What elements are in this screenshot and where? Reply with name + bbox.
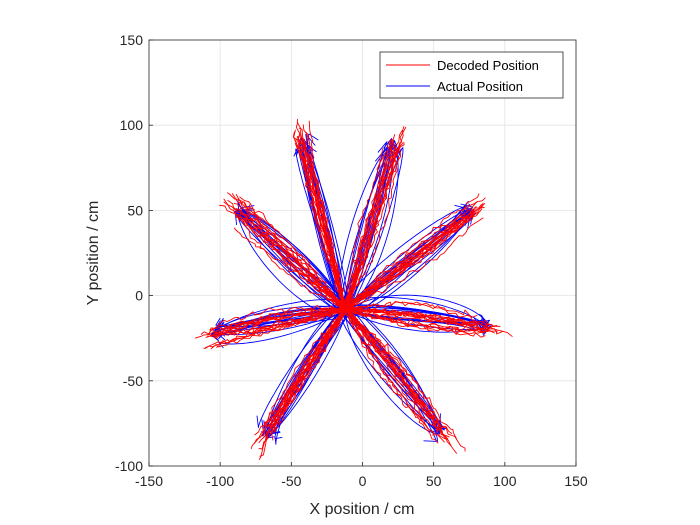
decoded-trace-0-13 — [304, 152, 348, 311]
decoded-trace-6-9 — [216, 304, 346, 328]
legend: Decoded Position Actual Position — [379, 51, 564, 99]
y-tick-label-1: -50 — [123, 373, 143, 389]
y-tick-label-0: -100 — [115, 458, 143, 474]
decoded-trace-0-10 — [293, 129, 346, 311]
decoded-trace-1-9 — [345, 126, 407, 312]
x-tick-label-0: -150 — [135, 473, 163, 489]
decoded-trace-5-14 — [262, 310, 347, 437]
decoded-trace-1-11 — [344, 151, 399, 310]
decoded-trace-7-14 — [233, 227, 346, 312]
decoded-trace-7-15 — [233, 202, 347, 310]
decoded-trace-5-1 — [274, 308, 345, 420]
decoded-position-series — [194, 118, 513, 461]
decoded-trace-5-7 — [258, 309, 346, 450]
decoded-trace-2-15 — [344, 202, 486, 312]
decoded-trace-1-15 — [344, 150, 398, 312]
decoded-trace-2-11 — [344, 197, 486, 311]
decoded-trace-1-14 — [344, 148, 383, 309]
decoded-trace-3-15 — [347, 305, 493, 326]
decoded-trace-6-15 — [203, 308, 346, 349]
decoded-trace-6-7 — [212, 309, 346, 335]
decoded-trace-3-9 — [343, 308, 498, 333]
decoded-trace-6-13 — [210, 307, 346, 337]
actual-trace-1-0 — [341, 141, 388, 310]
decoded-trace-4-15 — [344, 308, 458, 440]
x-tick-label-4: 50 — [426, 473, 442, 489]
decoded-trace-4-1 — [344, 306, 439, 444]
decoded-trace-0-14 — [296, 135, 347, 310]
y-tick-label-4: 100 — [120, 117, 144, 133]
legend-decoded-label: Decoded Position — [437, 58, 539, 73]
legend-actual-label: Actual Position — [437, 79, 523, 94]
decoded-trace-2-9 — [345, 216, 472, 312]
decoded-trace-2-13 — [345, 193, 480, 311]
decoded-trace-1-13 — [344, 139, 394, 308]
y-tick-label-2: 0 — [135, 288, 143, 304]
x-tick-label-2: -50 — [281, 473, 301, 489]
decoded-trace-3-5 — [344, 307, 495, 334]
x-tick-label-5: 100 — [493, 473, 517, 489]
decoded-trace-5-10 — [253, 309, 346, 444]
decoded-trace-2-0 — [346, 217, 484, 311]
y-axis-label: Y position / cm — [85, 201, 102, 306]
decoded-trace-5-12 — [259, 308, 347, 457]
x-axis-label: X position / cm — [310, 501, 415, 518]
y-tick-label-5: 150 — [120, 32, 144, 48]
x-tick-label-3: 0 — [359, 473, 367, 489]
decoded-trace-3-13 — [346, 306, 489, 326]
x-tick-label-1: -100 — [206, 473, 234, 489]
decoded-trace-2-14 — [345, 202, 484, 311]
x-tick-label-6: 150 — [564, 473, 588, 489]
decoded-trace-4-9 — [345, 310, 452, 447]
actual-trace-7-13 — [234, 212, 348, 314]
decoded-trace-2-4 — [346, 205, 467, 309]
legend-box — [379, 51, 564, 99]
y-tick-label-3: 50 — [127, 202, 143, 218]
decoded-trace-6-11 — [207, 308, 348, 335]
decoded-trace-4-14 — [345, 310, 438, 424]
decoded-trace-0-15 — [305, 131, 346, 308]
decoded-trace-3-10 — [345, 307, 513, 338]
decoded-trace-4-12 — [345, 309, 436, 413]
actual-trace-4-9 — [340, 315, 440, 430]
decoded-trace-7-10 — [240, 212, 348, 310]
decoded-trace-3-11 — [345, 301, 496, 328]
trace-area — [194, 118, 513, 461]
decoded-trace-4-11 — [345, 310, 466, 452]
grid-lines — [149, 40, 576, 466]
actual-trace-6-7 — [218, 308, 344, 349]
decoded-trace-3-14 — [344, 307, 486, 338]
decoded-trace-3-7 — [346, 301, 478, 318]
decoded-trace-5-15 — [271, 307, 345, 433]
